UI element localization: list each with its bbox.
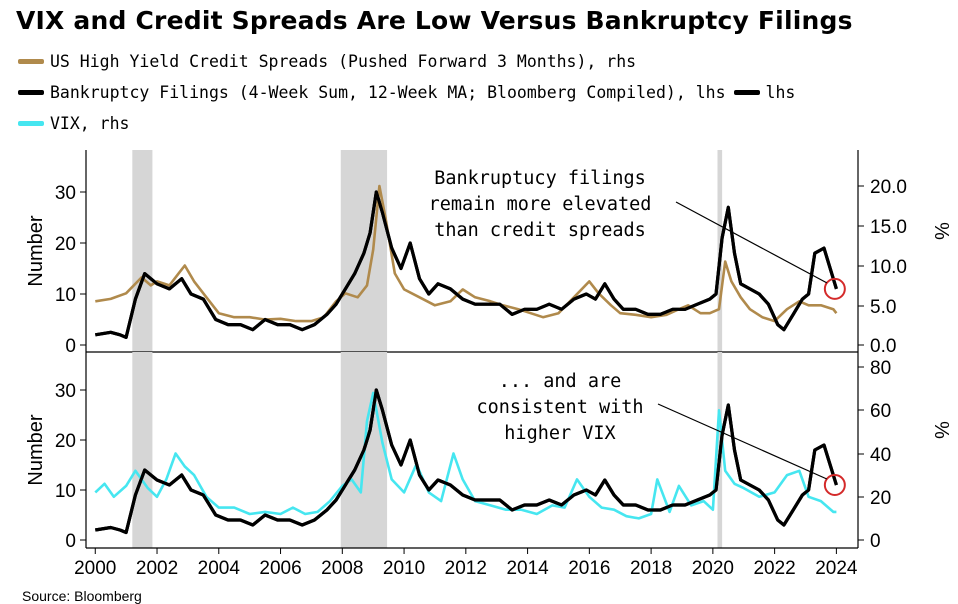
- panel-top-left-tick-label-20: 20: [55, 234, 76, 255]
- legend-label-credit-spreads: US High Yield Credit Spreads (Pushed For…: [50, 52, 637, 71]
- x-tick-label-2010: 2010: [383, 558, 425, 579]
- x-tick-label-2022: 2022: [753, 558, 795, 579]
- panel-bottom-right-tick-label-2: 40: [870, 445, 891, 466]
- panel-top-right-tick-label-1: 5.0: [870, 297, 896, 318]
- legend-item-vix: VIX, rhs: [18, 114, 129, 133]
- legend-label-vix: VIX, rhs: [50, 114, 130, 133]
- panel-top-left-tick-label-30: 30: [55, 183, 76, 204]
- panel-bottom-right-tick-label-4: 80: [870, 358, 891, 379]
- panel-top-annotation-line-2: than credit spreads: [434, 220, 646, 241]
- panel-bottom-right-tick-label-3: 60: [870, 401, 891, 422]
- panel-bottom-series-vix: [94, 391, 837, 520]
- legend-swatch-credit-spreads: [18, 59, 44, 64]
- panel-top-left-tick-label-0: 0: [65, 336, 76, 357]
- legend-swatch-vix: [18, 121, 44, 126]
- panel-bottom-left-tick-label-30: 30: [55, 381, 76, 402]
- panel-top-annotation-line-0: Bankruptucy filings: [434, 168, 646, 189]
- panel-top-recession-band-0: [132, 150, 153, 352]
- legend-swatch-bankruptcy-filings: [18, 90, 44, 95]
- legend-item-bankruptcy-filings: Bankruptcy Filings (4-Week Sum, 12-Week …: [18, 83, 795, 102]
- legend-label-bankruptcy-filings: Bankruptcy Filings (4-Week Sum, 12-Week …: [50, 83, 726, 102]
- panel-top-right-tick-label-0: 0.0: [870, 336, 896, 357]
- legend-suffix-bankruptcy-filings: lhs: [765, 83, 796, 102]
- panel-bottom-left-tick-label-10: 10: [55, 481, 76, 502]
- x-tick-label-2024: 2024: [815, 558, 858, 579]
- panel-bottom-annotation-line-2: higher VIX: [504, 423, 615, 444]
- panel-bottom-recession-band-0: [132, 352, 153, 548]
- panel-top-left-tick-label-10: 10: [55, 285, 76, 306]
- panel-top-series-bankruptcy-filings-front: [95, 190, 838, 339]
- panel-bottom-annotation-line-0: ... and are: [499, 371, 622, 392]
- panel-top-highlight-circle: [823, 277, 846, 300]
- x-tick-label-2012: 2012: [445, 558, 487, 579]
- chart-title: VIX and Credit Spreads Are Low Versus Ba…: [16, 6, 853, 35]
- x-tick-label-2020: 2020: [692, 558, 734, 579]
- x-tick-label-2002: 2002: [136, 558, 178, 579]
- panel-bottom-y2-axis-title: %: [930, 421, 952, 439]
- panel-bottom-right-tick-label-0: 0: [870, 531, 881, 552]
- panel-bottom-annotation-arrow: [657, 403, 828, 480]
- panel-bottom-series-bankruptcy-filings-front: [95, 388, 838, 535]
- x-tick-label-2004: 2004: [198, 558, 241, 579]
- panel-bottom-left-tick-label-20: 20: [55, 431, 76, 452]
- panel-top-series-us-high-yield-credit-spreads: [95, 184, 838, 323]
- panel-top-right-tick-label-4: 20.0: [870, 177, 907, 198]
- panel-bottom-annotation-line-1: consistent with: [476, 397, 643, 418]
- x-tick-label-2008: 2008: [321, 558, 363, 579]
- x-tick-label-2006: 2006: [259, 558, 301, 579]
- panel-top-right-tick-label-2: 10.0: [870, 257, 907, 278]
- x-tick-label-2014: 2014: [506, 558, 549, 579]
- panel-top-y-axis-title: Number: [25, 215, 47, 286]
- panel-top-annotation-line-1: remain more elevated: [429, 194, 652, 215]
- x-tick-label-2018: 2018: [630, 558, 672, 579]
- source-note: Source: Bloomberg: [22, 588, 142, 604]
- legend-item-credit-spreads: US High Yield Credit Spreads (Pushed For…: [18, 52, 636, 71]
- panel-bottom-y-axis-title: Number: [25, 414, 47, 485]
- panel-top-y2-axis-title: %: [930, 222, 952, 240]
- panel-bottom-highlight-circle: [823, 474, 846, 496]
- panel-top-annotation-arrow: [675, 201, 828, 284]
- legend-swatch-bankruptcy-filings-extra: [733, 90, 760, 95]
- panel-bottom-right-tick-label-1: 20: [870, 488, 891, 509]
- x-tick-label-2000: 2000: [74, 558, 116, 579]
- panel-bottom-left-tick-label-0: 0: [65, 531, 76, 552]
- x-tick-label-2016: 2016: [568, 558, 610, 579]
- panel-top-right-tick-label-3: 15.0: [870, 217, 907, 238]
